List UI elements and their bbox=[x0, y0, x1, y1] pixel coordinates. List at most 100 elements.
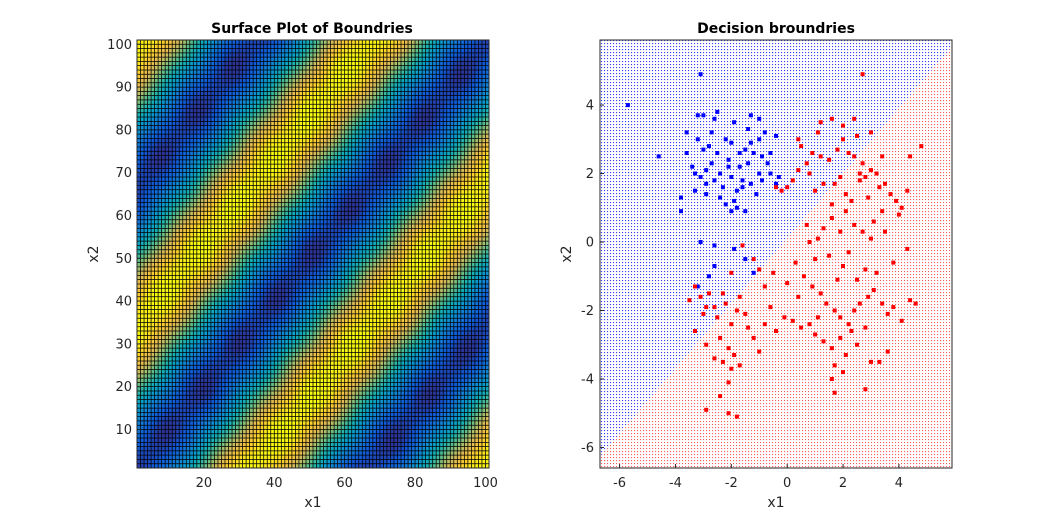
surface-cell bbox=[158, 219, 163, 225]
surface-cell bbox=[200, 425, 205, 430]
surface-cell bbox=[189, 352, 194, 358]
surface-cell bbox=[179, 198, 184, 204]
surface-cell bbox=[168, 395, 173, 400]
surface-cell bbox=[210, 463, 215, 469]
surface-cell bbox=[221, 65, 226, 71]
surface-cell bbox=[210, 433, 215, 439]
surface-cell bbox=[151, 378, 155, 383]
surface-cell bbox=[253, 176, 258, 182]
surface-cell bbox=[305, 224, 310, 229]
surface-cell bbox=[232, 378, 236, 383]
surface-cell bbox=[249, 271, 254, 276]
surface-cell bbox=[137, 206, 141, 212]
surface-cell bbox=[298, 275, 303, 281]
surface-cell bbox=[182, 408, 187, 413]
surface-cell bbox=[144, 296, 148, 302]
surface-cell bbox=[196, 185, 201, 191]
surface-cell bbox=[228, 378, 233, 383]
surface-cell bbox=[260, 438, 265, 443]
surface-cell bbox=[179, 121, 184, 126]
surface-cell bbox=[281, 228, 286, 233]
surface-cell bbox=[172, 412, 177, 418]
surface-cell bbox=[147, 305, 152, 311]
surface-cell bbox=[175, 159, 180, 165]
surface-cell bbox=[165, 155, 170, 161]
surface-cell bbox=[305, 142, 310, 148]
surface-cell bbox=[239, 365, 243, 370]
surface-cell bbox=[210, 121, 215, 126]
surface-cell bbox=[165, 326, 170, 332]
surface-cell bbox=[214, 429, 219, 435]
surface-cell bbox=[281, 399, 286, 405]
surface-cell bbox=[203, 378, 208, 383]
surface-cell bbox=[165, 463, 170, 469]
surface-cell bbox=[175, 322, 180, 328]
surface-cell bbox=[277, 194, 282, 199]
surface-cell bbox=[168, 129, 173, 135]
surface-cell bbox=[274, 442, 279, 447]
surface-cell bbox=[137, 266, 141, 272]
surface-cell bbox=[288, 215, 293, 221]
surface-cell bbox=[305, 318, 310, 323]
surface-cell bbox=[249, 155, 254, 161]
surface-cell bbox=[158, 254, 163, 259]
surface-cell bbox=[214, 87, 219, 92]
surface-cell bbox=[260, 57, 265, 62]
surface-cell bbox=[200, 309, 205, 315]
surface-cell bbox=[147, 40, 152, 45]
surface-cell bbox=[200, 215, 205, 221]
surface-cell bbox=[172, 288, 177, 293]
surface-cell bbox=[253, 236, 258, 242]
surface-cell bbox=[302, 112, 307, 118]
surface-cell bbox=[228, 82, 233, 88]
surface-cell bbox=[263, 378, 268, 383]
surface-cell bbox=[274, 69, 279, 75]
surface-cell bbox=[196, 271, 201, 276]
surface-cell bbox=[179, 172, 184, 178]
surface-cell bbox=[151, 450, 155, 456]
surface-cell bbox=[284, 463, 289, 469]
surface-cell bbox=[207, 331, 212, 336]
surface-cell bbox=[274, 172, 279, 178]
surface-cell bbox=[203, 296, 208, 302]
surface-cell bbox=[137, 168, 141, 174]
surface-cell bbox=[186, 296, 191, 302]
surface-cell bbox=[189, 52, 194, 58]
surface-cell bbox=[274, 433, 279, 439]
surface-cell bbox=[193, 44, 198, 49]
surface-cell bbox=[249, 463, 254, 469]
surface-cell bbox=[288, 258, 293, 263]
surface-cell bbox=[232, 390, 236, 396]
surface-cell bbox=[305, 176, 310, 182]
surface-cell bbox=[302, 420, 307, 426]
surface-cell bbox=[274, 425, 279, 430]
surface-cell bbox=[193, 429, 198, 435]
surface-cell bbox=[242, 271, 247, 276]
surface-cell bbox=[242, 279, 247, 285]
surface-cell bbox=[203, 40, 208, 45]
surface-cell bbox=[154, 446, 159, 452]
surface-cell bbox=[154, 279, 159, 285]
surface-cell bbox=[147, 429, 152, 435]
surface-cell bbox=[175, 369, 180, 375]
surface-cell bbox=[253, 271, 258, 276]
surface-cell bbox=[147, 322, 152, 328]
surface-cell bbox=[200, 335, 205, 340]
surface-cell bbox=[186, 142, 191, 148]
surface-cell bbox=[221, 378, 226, 383]
surface-cell bbox=[295, 296, 300, 302]
surface-cell bbox=[305, 108, 310, 114]
surface-cell bbox=[305, 82, 310, 88]
surface-cell bbox=[235, 331, 240, 336]
surface-cell bbox=[228, 78, 233, 84]
surface-cell bbox=[263, 365, 268, 370]
surface-cell bbox=[151, 266, 155, 272]
surface-cell bbox=[242, 335, 247, 340]
surface-cell bbox=[193, 69, 198, 75]
surface-cell bbox=[172, 373, 177, 379]
surface-cell bbox=[186, 249, 191, 255]
surface-cell bbox=[284, 129, 289, 135]
surface-cell bbox=[274, 258, 279, 263]
surface-cell bbox=[186, 206, 191, 212]
surface-cell bbox=[232, 236, 236, 242]
